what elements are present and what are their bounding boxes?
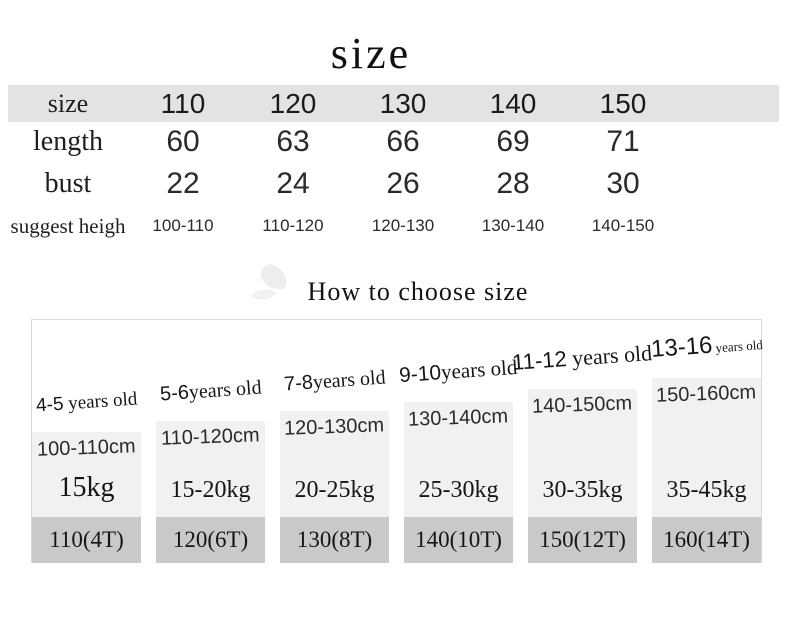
weight-range: 15kg — [58, 472, 115, 503]
size-table: size 110 120 130 140 150 length 60 63 66… — [8, 85, 779, 246]
size-table-row-suggest-height: suggest heigh 100-110 110-120 120-130 13… — [8, 206, 779, 246]
age-label: 13-16 years old — [650, 328, 763, 364]
page-title: size — [330, 29, 412, 78]
weight-range: 20-25kg — [294, 477, 375, 503]
height-weight-box: 140-150cm 30-35kg — [528, 389, 637, 517]
height-range: 150-160cm — [656, 381, 757, 407]
size-table-header-cell: 150 — [599, 87, 647, 119]
age-label: 4-5 years old — [35, 388, 138, 417]
size-column-160: 13-16 years old 150-160cm 35-45kg 160(14T… — [650, 332, 763, 563]
height-range: 120-130cm — [284, 414, 385, 440]
height-weight-box: 130-140cm 25-30kg — [404, 402, 513, 517]
height-range: 130-140cm — [408, 405, 509, 431]
size-table-row-label: bust — [44, 168, 92, 199]
height-range: 110-120cm — [160, 424, 261, 450]
size-table-row-length: length 60 63 66 69 71 — [8, 122, 779, 162]
size-table-cell: 30 — [606, 167, 640, 200]
size-table-cell: 24 — [276, 167, 310, 200]
age-suffix: years old — [187, 376, 262, 404]
size-table-cell: 22 — [166, 167, 200, 200]
age-label: 7-8years old — [283, 366, 386, 396]
size-tag: 140(10T) — [404, 517, 513, 563]
size-table-cell: 100-110 — [152, 216, 214, 235]
age-suffix: years old — [714, 337, 763, 356]
height-range: 140-150cm — [532, 392, 633, 418]
size-table-cell: 69 — [496, 125, 530, 158]
age-suffix: years old — [566, 340, 654, 372]
size-table-cell: 26 — [386, 167, 420, 200]
size-table-header-cell: 110 — [160, 87, 206, 119]
height-weight-box: 150-160cm 35-45kg — [652, 378, 761, 517]
choose-size-panel: 4-5 years old 100-110cm 15kg 110(4T) 5-6… — [31, 319, 763, 563]
size-tag: 160(14T) — [652, 517, 761, 563]
age-label: 9-10years old — [399, 355, 519, 388]
size-table-row-label: length — [33, 126, 103, 157]
size-table-cell: 120-130 — [371, 216, 435, 235]
size-tag: 110(4T) — [32, 517, 141, 563]
size-table-row-label: suggest heigh — [10, 213, 126, 238]
size-table-cell: 71 — [606, 125, 640, 158]
age-suffix: years old — [311, 366, 386, 394]
height-weight-box: 110-120cm 15-20kg — [156, 421, 265, 517]
age-range: 7-8 — [282, 371, 314, 396]
size-table-header-row: size 110 120 130 140 150 — [8, 85, 779, 122]
age-range: 5-6 — [158, 381, 190, 406]
age-label: 11-12 years old — [512, 340, 654, 376]
age-range: 13-16 — [649, 331, 713, 363]
weight-range: 35-45kg — [666, 477, 747, 503]
size-table-cell: 130-140 — [481, 216, 545, 235]
size-table-cell: 110-120 — [262, 216, 324, 235]
height-weight-box: 120-130cm 20-25kg — [280, 411, 389, 517]
age-range: 11-12 — [511, 346, 568, 375]
age-range: 9-10 — [398, 361, 443, 388]
weight-range: 15-20kg — [170, 477, 251, 503]
size-table-cell: 66 — [386, 125, 420, 158]
age-label: 5-6years old — [159, 376, 262, 406]
section-heading: How to choose size — [307, 277, 529, 306]
size-tag: 150(12T) — [528, 517, 637, 563]
size-column-130: 7-8years old 120-130cm 20-25kg 130(8T) — [280, 366, 389, 563]
height-range: 100-110cm — [36, 435, 137, 461]
leaf-decoration-icon — [251, 264, 287, 300]
size-table-header-cell: 120 — [269, 87, 317, 119]
age-suffix: years old — [62, 388, 138, 415]
size-table-cell: 63 — [276, 125, 310, 158]
size-table-cell: 28 — [496, 167, 530, 200]
size-tag: 120(6T) — [156, 517, 265, 563]
size-table-header-cell: 140 — [489, 87, 537, 119]
size-column-140: 9-10years old 130-140cm 25-30kg 140(10T) — [399, 355, 518, 563]
size-column-110: 4-5 years old 100-110cm 15kg 110(4T) — [32, 388, 141, 563]
size-table-row-bust: bust 22 24 26 28 30 — [8, 162, 779, 206]
size-column-150: 11-12 years old 140-150cm 30-35kg 150(12… — [512, 340, 653, 563]
size-table-cell: 60 — [166, 125, 200, 158]
weight-range: 25-30kg — [418, 477, 499, 503]
size-table-header-cell: 130 — [379, 87, 427, 119]
size-table-cell: 140-150 — [591, 216, 655, 235]
size-tag: 130(8T) — [280, 517, 389, 563]
size-table-header-label: size — [47, 88, 89, 118]
height-weight-box: 100-110cm 15kg — [32, 432, 141, 517]
age-range: 4-5 — [35, 393, 65, 417]
age-suffix: years old — [440, 354, 519, 385]
weight-range: 30-35kg — [542, 477, 623, 503]
size-column-120: 5-6years old 110-120cm 15-20kg 120(6T) — [156, 376, 265, 563]
